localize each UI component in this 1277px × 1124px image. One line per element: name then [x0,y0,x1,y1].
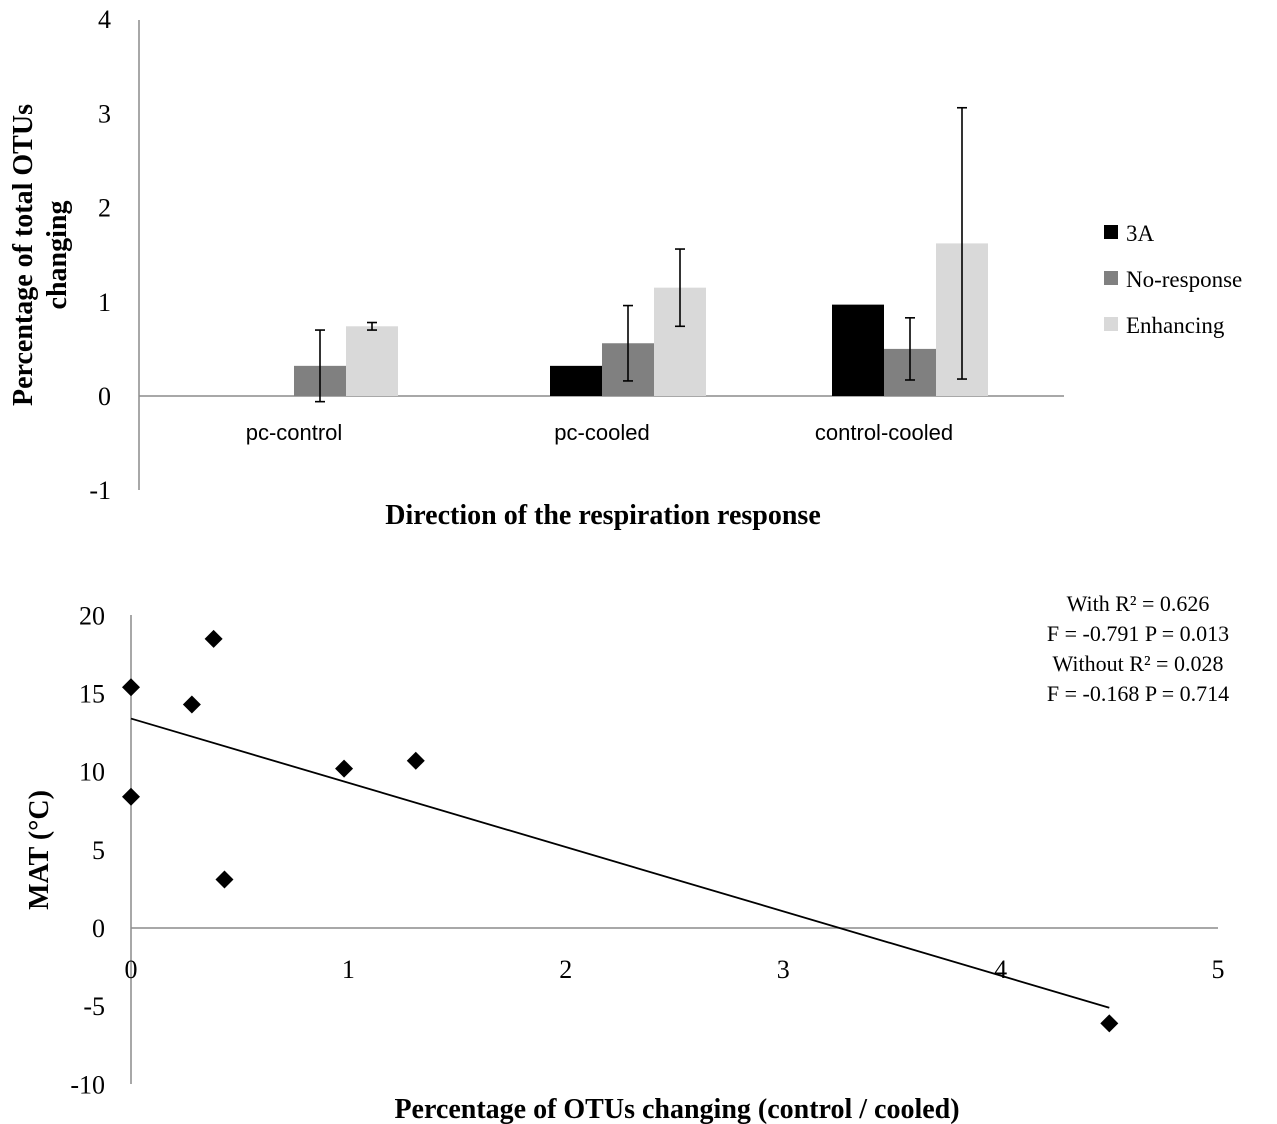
scatter-y-tick-label: 0 [92,914,105,943]
bar-category-labels: pc-control pc-cooled control-cooled [246,420,953,445]
bar-enhancing [346,326,398,396]
scatter-point [122,787,140,806]
scatter-y-tick-label: 10 [79,758,105,787]
scatter-stat-line: Without R² = 0.028 [1053,651,1224,676]
legend-swatch [1104,317,1118,331]
scatter-x-tick-label: 3 [777,955,790,984]
legend-swatch [1104,271,1118,285]
scatter-x-tick-labels: 0 1 2 3 4 5 [125,955,1225,984]
scatter-y-axis-title: MAT (°C) [24,790,55,910]
scatter-x-axis-title: Percentage of OTUs changing (control / c… [394,1094,959,1124]
scatter-x-tick-label: 0 [125,955,138,984]
legend-swatch [1104,225,1118,239]
bar-3a [832,304,884,396]
bar-legend: 3A No-response Enhancing [1104,221,1242,338]
scatter-y-tick-label: 5 [92,836,105,865]
scatter-y-tick-label: -5 [83,992,105,1021]
scatter-point [215,870,234,889]
bar-y-axis-title-line2: changing [42,201,73,310]
legend-label: No-response [1126,267,1242,292]
bar-marks [294,243,988,396]
legend-label: Enhancing [1126,313,1225,338]
scatter-point [182,695,201,714]
bar-y-tick-label: 0 [98,382,111,411]
bar-category-label: pc-control [246,420,343,445]
scatter-chart: -10 -5 0 5 10 15 20 0 1 2 3 4 5 MAT (°C) Percentage… [24,591,1229,1124]
scatter-stat-line: With R² = 0.626 [1067,591,1210,616]
scatter-stat-line: F = -0.791 P = 0.013 [1047,621,1229,646]
scatter-stats-annotation: With R² = 0.626 F = -0.791 P = 0.013 Witho… [1047,591,1229,706]
scatter-stat-line: F = -0.168 P = 0.714 [1047,681,1229,706]
scatter-trendline-group [130,717,1110,1009]
scatter-point [1100,1014,1119,1033]
scatter-y-tick-label: 20 [79,601,105,630]
scatter-y-tick-label: 15 [79,680,105,709]
bar-y-axis-title: Percentage of total OTUs [8,104,39,406]
bar-y-tick-label: 4 [98,5,111,34]
bar-category-label: control-cooled [815,420,953,445]
bar-y-tick-label: -1 [89,476,111,505]
legend-label: 3A [1126,221,1155,246]
bar-y-tick-label: 2 [98,194,111,223]
bar-chart: -1 0 1 2 3 4 pc-control pc-cooled control-coole… [8,5,1242,531]
scatter-x-tick-label: 2 [559,955,572,984]
bar-x-axis-title: Direction of the respiration response [385,500,821,531]
bar-category-label: pc-cooled [554,420,649,445]
scatter-point [122,678,140,697]
scatter-points [122,629,1119,1033]
scatter-point [406,751,425,770]
scatter-point [204,629,223,648]
scatter-x-tick-label: 5 [1212,955,1225,984]
scatter-x-tick-label: 4 [994,955,1007,984]
bar-error-bars [315,106,967,403]
bar-y-tick-labels: -1 0 1 2 3 4 [89,5,111,505]
scatter-trendline [130,717,1110,1009]
scatter-y-tick-label: -10 [70,1070,105,1099]
scatter-x-tick-label: 1 [342,955,355,984]
bar-y-tick-label: 3 [98,99,111,128]
bar-3a [550,365,602,396]
scatter-y-tick-labels: -10 -5 0 5 10 15 20 [70,601,105,1099]
bar-y-tick-label: 1 [98,288,111,317]
scatter-point [335,759,354,778]
